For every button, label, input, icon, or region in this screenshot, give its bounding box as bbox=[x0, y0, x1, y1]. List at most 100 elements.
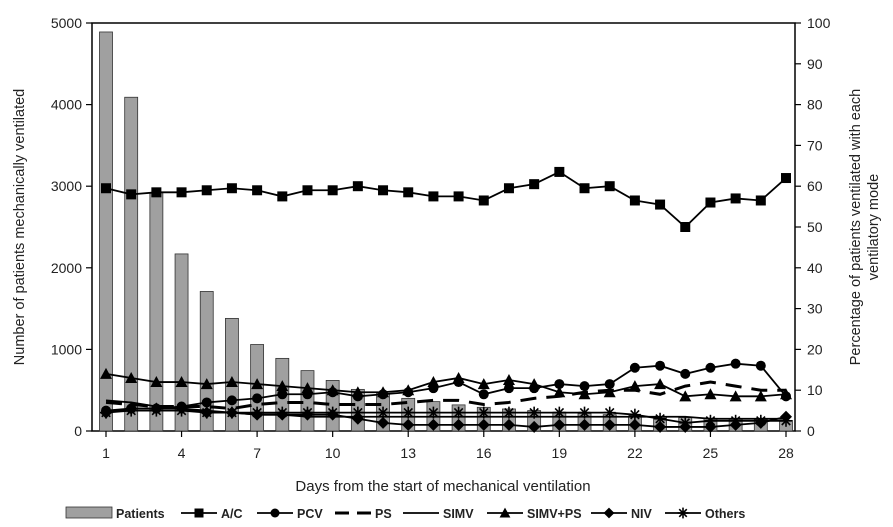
point-pcv-day-19 bbox=[554, 379, 565, 390]
point-a-c-day-1 bbox=[101, 183, 111, 194]
point-a-c-day-8 bbox=[277, 191, 288, 202]
y-axis-right-label-line1: Percentage of patients ventilated with e… bbox=[848, 89, 864, 365]
y-right-tick-label: 40 bbox=[807, 260, 823, 276]
point-others-day-25 bbox=[704, 414, 717, 427]
point-others-day-11 bbox=[351, 406, 364, 419]
point-niv-day-16 bbox=[477, 418, 490, 431]
point-others-day-15 bbox=[452, 406, 465, 419]
legend-swatch-patients bbox=[65, 506, 113, 519]
point-a-c-day-5 bbox=[201, 185, 212, 196]
bar-patients-day-2 bbox=[124, 96, 139, 432]
point-niv-day-22 bbox=[628, 418, 641, 431]
point-a-c-day-27 bbox=[755, 195, 766, 206]
point-a-c-day-7 bbox=[252, 185, 263, 196]
point-pcv-day-8 bbox=[277, 389, 288, 400]
y-left-tick-label: 3000 bbox=[51, 178, 82, 194]
point-a-c-day-4 bbox=[176, 187, 187, 198]
point-simv-ps-day-25 bbox=[704, 388, 717, 400]
legend-marker-others bbox=[677, 507, 689, 519]
point-others-day-14 bbox=[427, 406, 440, 419]
bar-patients-day-5 bbox=[199, 291, 214, 432]
point-a-c-day-2 bbox=[126, 189, 137, 200]
point-others-day-23 bbox=[654, 412, 667, 425]
bar-patients-day-3 bbox=[149, 192, 164, 432]
point-simv-ps-day-20 bbox=[578, 388, 591, 400]
y-right-tick-label: 100 bbox=[807, 15, 831, 31]
point-pcv-day-17 bbox=[503, 383, 514, 394]
point-a-c-day-18 bbox=[529, 179, 540, 190]
point-simv-ps-day-2 bbox=[125, 371, 138, 383]
point-a-c-day-26 bbox=[730, 193, 741, 204]
point-simv-ps-day-27 bbox=[754, 390, 767, 402]
point-simv-ps-day-11 bbox=[351, 386, 364, 398]
point-niv-day-17 bbox=[502, 418, 515, 431]
point-pcv-day-6 bbox=[226, 395, 237, 406]
point-a-c-day-24 bbox=[680, 222, 691, 232]
point-simv-ps-day-21 bbox=[603, 386, 616, 398]
point-others-day-27 bbox=[754, 414, 767, 427]
point-simv-ps-day-16 bbox=[477, 378, 490, 390]
legend-marker-a-c bbox=[194, 508, 204, 518]
y-right-tick-label: 80 bbox=[807, 97, 823, 113]
x-tick-label: 4 bbox=[178, 445, 186, 461]
point-simv-ps-day-22 bbox=[628, 380, 641, 392]
y-right-tick-label: 50 bbox=[807, 219, 823, 235]
series-line-simv bbox=[105, 399, 786, 420]
point-others-day-8 bbox=[276, 406, 289, 419]
point-pcv-day-22 bbox=[629, 362, 640, 373]
point-pcv-day-25 bbox=[705, 362, 716, 373]
point-a-c-day-14 bbox=[428, 191, 439, 202]
x-tick-label: 16 bbox=[476, 445, 492, 461]
bar-patients-day-9 bbox=[300, 370, 315, 432]
point-pcv-day-23 bbox=[655, 360, 666, 371]
point-simv-ps-day-6 bbox=[225, 376, 238, 388]
legend-label-others: Others bbox=[705, 507, 745, 521]
point-simv-ps-day-13 bbox=[402, 384, 415, 396]
point-a-c-day-25 bbox=[705, 197, 716, 208]
point-others-day-26 bbox=[729, 414, 742, 427]
point-others-day-9 bbox=[301, 406, 314, 419]
point-niv-day-19 bbox=[553, 418, 566, 431]
point-pcv-day-26 bbox=[730, 358, 741, 369]
point-others-day-19 bbox=[553, 406, 566, 419]
point-niv-day-14 bbox=[427, 418, 440, 431]
y-axis-right-label: Percentage of patients ventilated with e… bbox=[848, 89, 882, 365]
point-others-day-18 bbox=[528, 406, 541, 419]
series-line-a-c bbox=[105, 170, 787, 229]
point-simv-ps-day-15 bbox=[452, 371, 465, 383]
y-left-tick-label: 4000 bbox=[51, 97, 82, 113]
point-pcv-day-27 bbox=[755, 360, 766, 371]
legend-label-patients: Patients bbox=[116, 507, 165, 521]
point-a-c-day-9 bbox=[302, 185, 313, 196]
y-left-tick-label: 1000 bbox=[51, 341, 82, 357]
point-a-c-day-28 bbox=[781, 173, 791, 184]
x-tick-label: 19 bbox=[552, 445, 568, 461]
point-niv-day-15 bbox=[452, 418, 465, 431]
y-right-tick-label: 90 bbox=[807, 56, 823, 72]
point-others-day-16 bbox=[477, 406, 490, 419]
point-simv-ps-day-17 bbox=[502, 374, 515, 385]
y-left-tick-label: 0 bbox=[74, 423, 82, 439]
point-others-day-28 bbox=[780, 414, 792, 427]
x-tick-label: 22 bbox=[627, 445, 643, 461]
legend-marker-simv-ps bbox=[499, 507, 511, 518]
point-others-day-5 bbox=[200, 406, 213, 419]
legend-marker-pcv bbox=[270, 508, 280, 518]
point-a-c-day-11 bbox=[352, 181, 363, 192]
point-others-day-7 bbox=[251, 406, 264, 419]
point-a-c-day-17 bbox=[503, 183, 514, 194]
point-others-day-12 bbox=[377, 406, 390, 419]
point-simv-ps-day-10 bbox=[326, 384, 339, 396]
point-others-day-1 bbox=[100, 406, 112, 419]
point-a-c-day-19 bbox=[554, 166, 565, 177]
point-simv-ps-day-26 bbox=[729, 390, 742, 402]
y-left-tick-label: 2000 bbox=[51, 260, 82, 276]
point-a-c-day-12 bbox=[378, 185, 389, 196]
point-pcv-day-21 bbox=[604, 379, 615, 390]
x-tick-label: 13 bbox=[400, 445, 416, 461]
legend: Patients A/C PCV PS SIMV SIMV+PS NIV Others bbox=[65, 506, 745, 521]
point-others-day-17 bbox=[502, 406, 515, 419]
legend-marker-niv bbox=[603, 507, 615, 519]
point-a-c-day-10 bbox=[327, 185, 338, 196]
point-simv-ps-day-12 bbox=[377, 386, 390, 398]
